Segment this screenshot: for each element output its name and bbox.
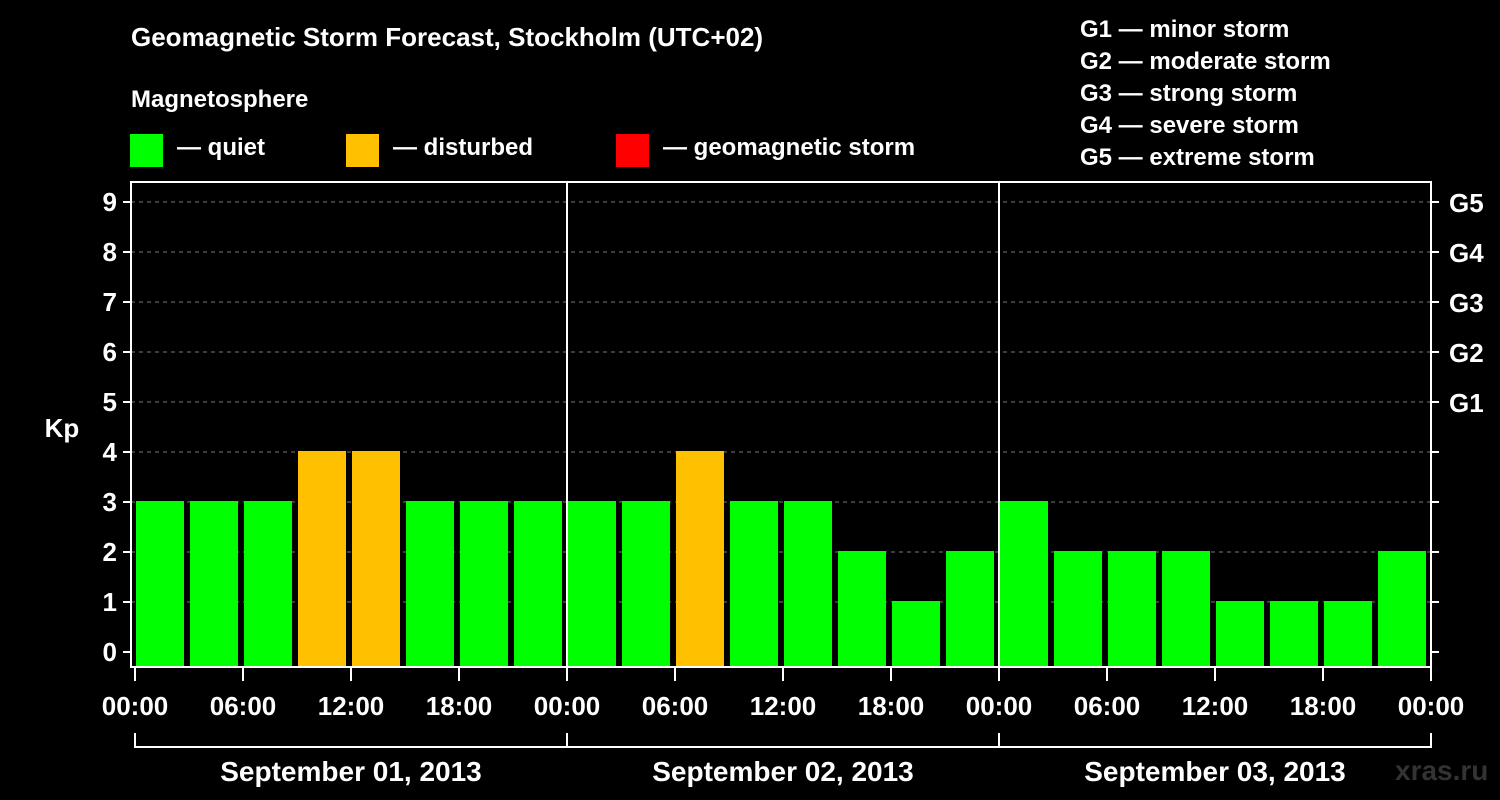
x-tick-label: 06:00	[642, 691, 709, 721]
plot-frame	[130, 181, 1432, 668]
storm-scale-g5: G5 — extreme storm	[1080, 144, 1315, 171]
right-axis-label-g2: G2	[1449, 338, 1484, 368]
y-tick-label: 0	[103, 637, 117, 667]
watermark: xras.ru	[1395, 755, 1489, 786]
kp-bar	[1108, 551, 1156, 667]
kp-bar	[838, 551, 886, 667]
x-tick-label: 12:00	[1182, 691, 1249, 721]
kp-bar	[1324, 601, 1372, 667]
date-label: September 01, 2013	[220, 756, 482, 787]
kp-bar	[352, 451, 400, 667]
legend-swatch-storm	[616, 134, 649, 167]
y-tick-label: 9	[103, 187, 117, 217]
y-tick-label: 6	[103, 337, 117, 367]
legend-label-quiet: — quiet	[177, 134, 265, 161]
x-tick-label: 18:00	[858, 691, 925, 721]
kp-bar	[406, 501, 454, 667]
storm-scale-legend: G1 — minor storm G2 — moderate storm G3 …	[1080, 14, 1331, 174]
kp-bar	[1000, 501, 1048, 667]
storm-scale-g4: G4 — severe storm	[1080, 112, 1299, 139]
kp-bar	[1378, 551, 1426, 667]
chart-title: Geomagnetic Storm Forecast, Stockholm (U…	[131, 22, 764, 52]
legend-label-disturbed: — disturbed	[393, 134, 534, 161]
kp-bar	[136, 501, 184, 667]
storm-scale-g3: G3 — strong storm	[1080, 80, 1298, 107]
x-tick-label: 06:00	[1074, 691, 1141, 721]
right-axis-label-g3: G3	[1449, 288, 1484, 318]
storm-scale-g2: G2 — moderate storm	[1080, 48, 1331, 75]
kp-bar	[784, 501, 832, 667]
kp-bar	[1162, 551, 1210, 667]
y-tick-label: 7	[103, 287, 117, 317]
y-axis-label: Kp	[45, 413, 80, 443]
x-tick-label: 00:00	[102, 691, 169, 721]
y-tick-label: 4	[103, 437, 118, 467]
y-tick-label: 3	[103, 487, 117, 517]
kp-bar	[622, 501, 670, 667]
kp-bar	[730, 501, 778, 667]
x-tick-label: 18:00	[426, 691, 493, 721]
storm-scale-g1: G1 — minor storm	[1080, 16, 1290, 43]
x-tick-label: 06:00	[210, 691, 277, 721]
kp-bar	[514, 501, 562, 667]
y-tick-label: 5	[103, 387, 117, 417]
legend-label-storm: — geomagnetic storm	[663, 134, 916, 161]
right-axis-label-g4: G4	[1449, 238, 1484, 268]
x-tick-label: 12:00	[750, 691, 817, 721]
x-tick-label: 00:00	[1398, 691, 1465, 721]
kp-bar	[568, 501, 616, 667]
right-axis-label-g1: G1	[1449, 388, 1484, 418]
kp-bar	[1054, 551, 1102, 667]
x-tick-label: 00:00	[534, 691, 601, 721]
date-label: September 03, 2013	[1084, 756, 1346, 787]
x-tick-label: 18:00	[1290, 691, 1357, 721]
x-tick-label: 12:00	[318, 691, 385, 721]
legend-swatch-quiet	[130, 134, 163, 167]
y-tick-label: 8	[103, 237, 117, 267]
kp-bar	[676, 451, 724, 667]
legend-swatch-disturbed	[346, 134, 379, 167]
kp-bar	[1216, 601, 1264, 667]
kp-bar	[298, 451, 346, 667]
kp-bar	[1270, 601, 1318, 667]
right-axis-label-g5: G5	[1449, 188, 1484, 218]
legend-title: Magnetosphere	[131, 86, 309, 113]
kp-bar	[190, 501, 238, 667]
kp-bar	[460, 501, 508, 667]
y-tick-label: 2	[103, 537, 117, 567]
kp-bar	[892, 601, 940, 667]
x-tick-label: 00:00	[966, 691, 1033, 721]
y-tick-label: 1	[103, 587, 117, 617]
kp-bar	[244, 501, 292, 667]
date-label: September 02, 2013	[652, 756, 914, 787]
kp-bar	[946, 551, 994, 667]
